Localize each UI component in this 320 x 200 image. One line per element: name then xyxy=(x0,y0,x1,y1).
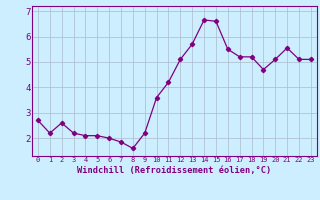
X-axis label: Windchill (Refroidissement éolien,°C): Windchill (Refroidissement éolien,°C) xyxy=(77,166,272,175)
